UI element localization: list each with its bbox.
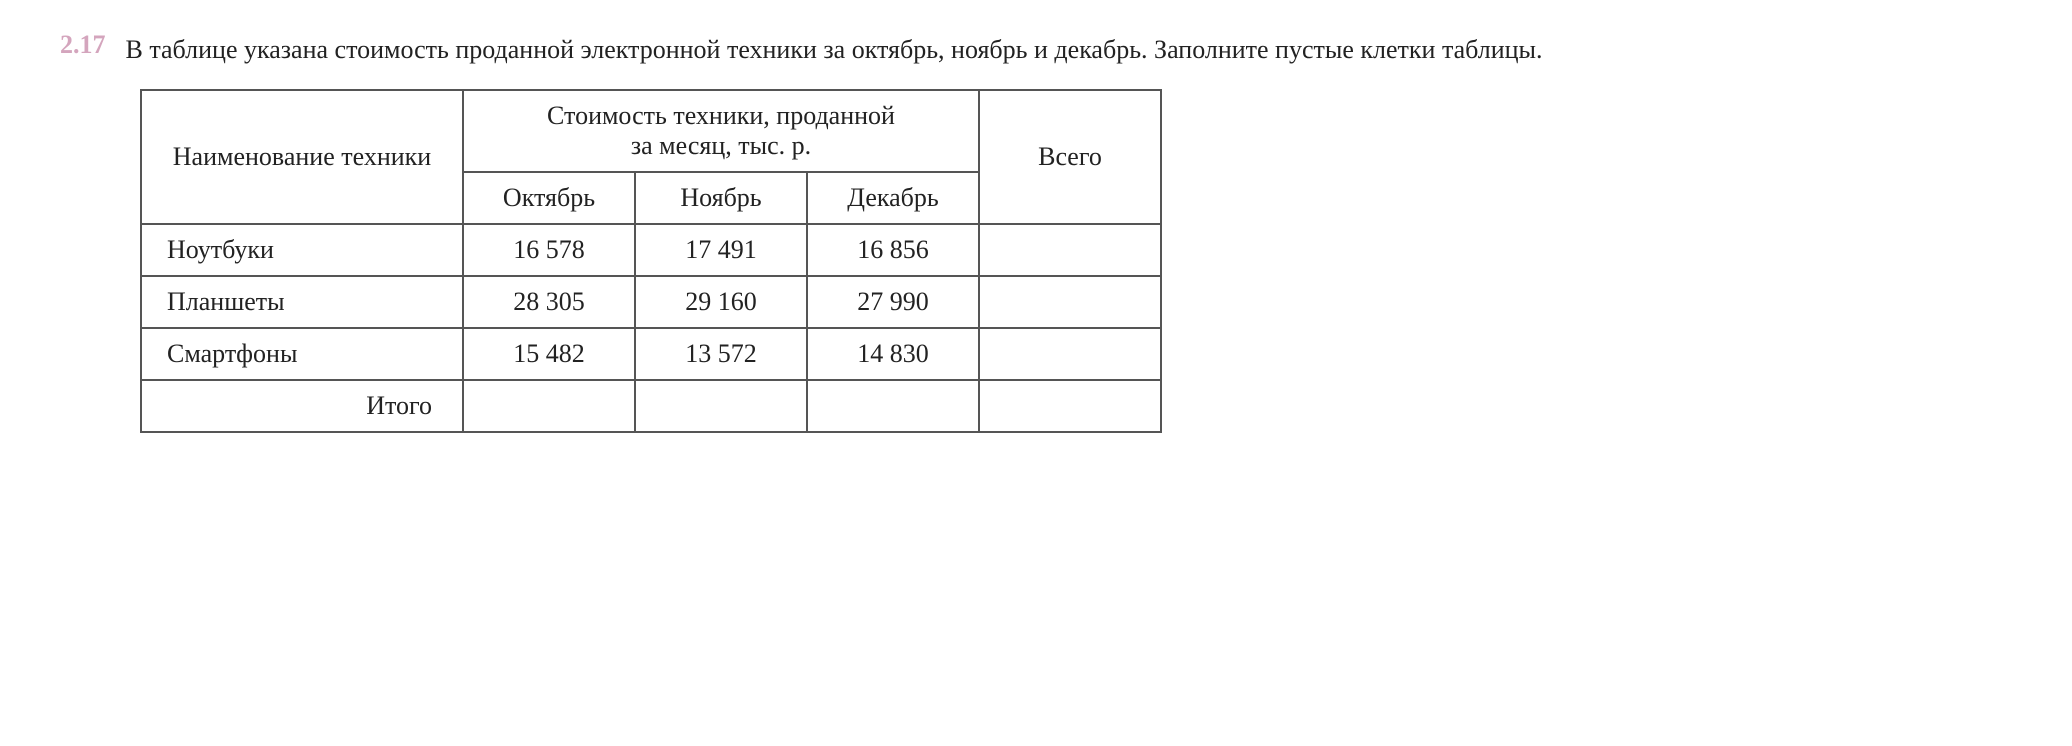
row-label: Смартфоны	[141, 328, 463, 380]
header-cost-line2: за месяц, тыс. р.	[631, 131, 811, 160]
header-cost: Стоимость техники, проданной за месяц, т…	[463, 90, 979, 172]
footer-total	[979, 380, 1161, 432]
table-footer-row: Итого	[141, 380, 1161, 432]
cell-total	[979, 276, 1161, 328]
header-month-dec: Декабрь	[807, 172, 979, 224]
table-header-row: Наименование техники Стоимость техники, …	[141, 90, 1161, 172]
footer-label: Итого	[141, 380, 463, 432]
cell-value: 17 491	[635, 224, 807, 276]
cell-value: 27 990	[807, 276, 979, 328]
problem-number: 2.17	[60, 30, 106, 60]
footer-value	[463, 380, 635, 432]
problem-text: В таблице указана стоимость проданной эл…	[126, 30, 1543, 69]
cell-value: 13 572	[635, 328, 807, 380]
cell-value: 15 482	[463, 328, 635, 380]
header-month-oct: Октябрь	[463, 172, 635, 224]
problem-block: 2.17 В таблице указана стоимость проданн…	[60, 30, 2012, 69]
cell-value: 14 830	[807, 328, 979, 380]
cell-value: 28 305	[463, 276, 635, 328]
header-cost-line1: Стоимость техники, проданной	[547, 101, 895, 130]
cell-value: 16 578	[463, 224, 635, 276]
cell-value: 16 856	[807, 224, 979, 276]
cell-total	[979, 328, 1161, 380]
price-table: Наименование техники Стоимость техники, …	[140, 89, 1162, 433]
header-month-nov: Ноябрь	[635, 172, 807, 224]
table-row: Ноутбуки 16 578 17 491 16 856	[141, 224, 1161, 276]
cell-total	[979, 224, 1161, 276]
footer-value	[807, 380, 979, 432]
footer-value	[635, 380, 807, 432]
table-row: Смартфоны 15 482 13 572 14 830	[141, 328, 1161, 380]
cell-value: 29 160	[635, 276, 807, 328]
table-row: Планшеты 28 305 29 160 27 990	[141, 276, 1161, 328]
header-name: Наименование техники	[141, 90, 463, 224]
row-label: Ноутбуки	[141, 224, 463, 276]
row-label: Планшеты	[141, 276, 463, 328]
header-total: Всего	[979, 90, 1161, 224]
